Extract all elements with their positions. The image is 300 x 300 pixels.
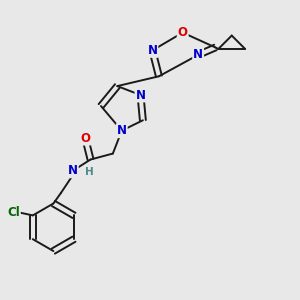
- Text: O: O: [80, 132, 90, 145]
- Text: N: N: [136, 88, 146, 101]
- Text: N: N: [117, 124, 127, 137]
- Text: Cl: Cl: [7, 206, 20, 219]
- Text: N: N: [193, 48, 203, 62]
- Text: O: O: [178, 26, 188, 39]
- Text: N: N: [147, 44, 158, 57]
- Text: H: H: [85, 167, 93, 177]
- Text: N: N: [68, 164, 78, 177]
